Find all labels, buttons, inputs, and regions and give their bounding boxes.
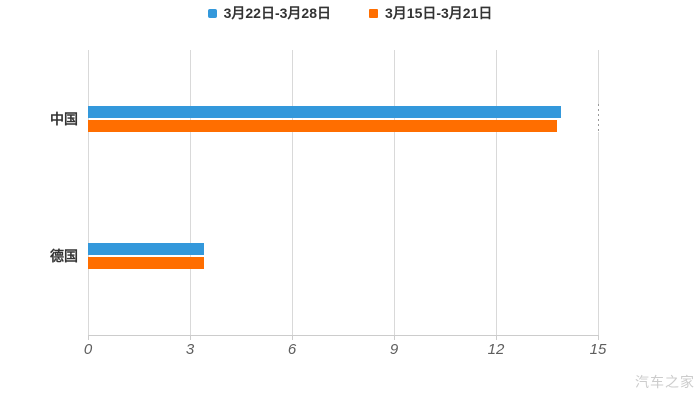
x-tick-label: 0 bbox=[83, 341, 93, 358]
legend-item-0[interactable]: 3月22日-3月28日 bbox=[207, 5, 331, 21]
legend: 3月22日-3月28日 3月15日-3月21日 bbox=[0, 5, 700, 21]
bar-中国-series-1 bbox=[88, 120, 557, 132]
category-label-1: 德国 bbox=[50, 248, 78, 264]
axis-tick bbox=[496, 335, 497, 340]
gridline-x-12 bbox=[496, 50, 497, 335]
gridline-x-6 bbox=[292, 50, 293, 335]
axis-tick bbox=[292, 335, 293, 340]
x-tick-label: 6 bbox=[287, 341, 297, 358]
gridline-dotted-segment bbox=[598, 104, 599, 132]
legend-label: 3月15日-3月21日 bbox=[385, 5, 493, 21]
plot-area: 0 3 6 9 12 15 bbox=[84, 50, 606, 358]
axis-tick bbox=[88, 335, 89, 340]
gridline-x-0 bbox=[88, 50, 89, 335]
legend-item-1[interactable]: 3月15日-3月21日 bbox=[369, 5, 492, 21]
axis-tick bbox=[598, 335, 599, 340]
gridline-x-9 bbox=[394, 50, 395, 335]
gridline-x-3 bbox=[190, 50, 191, 335]
watermark-text: 汽车之家 bbox=[635, 374, 695, 390]
category-label-0: 中国 bbox=[50, 111, 78, 127]
axis-tick bbox=[190, 335, 191, 340]
x-tick-label: 3 bbox=[185, 341, 195, 358]
bar-中国-series-0 bbox=[88, 106, 561, 118]
x-axis-line bbox=[88, 335, 599, 336]
gridline-x-15 bbox=[598, 50, 599, 335]
legend-marker-icon bbox=[207, 8, 217, 18]
legend-marker-icon bbox=[369, 8, 378, 18]
x-tick-label: 15 bbox=[589, 341, 607, 358]
bar-德国-series-0 bbox=[88, 243, 204, 255]
bar-德国-series-1 bbox=[88, 257, 204, 269]
axis-tick bbox=[394, 335, 395, 340]
legend-label: 3月22日-3月28日 bbox=[223, 5, 331, 21]
x-tick-label: 12 bbox=[487, 341, 505, 358]
x-tick-label: 9 bbox=[389, 341, 399, 358]
